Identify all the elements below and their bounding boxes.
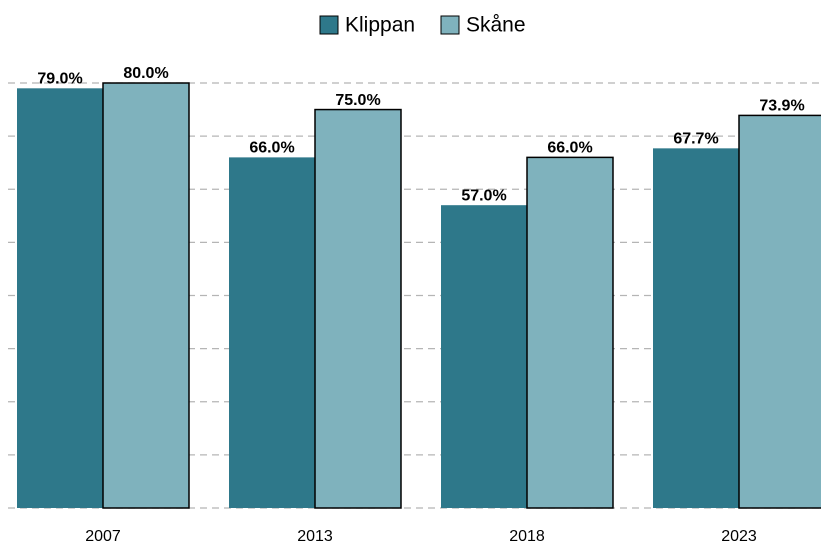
legend-swatch — [319, 15, 339, 35]
bar — [441, 205, 527, 508]
legend-label: Klippan — [345, 14, 415, 37]
bar — [653, 148, 739, 508]
value-label: 67.7% — [673, 131, 718, 148]
bar — [102, 82, 190, 509]
value-label: 75.0% — [335, 92, 380, 109]
bar — [738, 114, 821, 509]
x-tick-label: 2023 — [721, 528, 757, 544]
legend-label: Skåne — [466, 14, 526, 37]
legend-swatch — [440, 15, 460, 35]
value-label: 79.0% — [37, 71, 82, 88]
bar — [314, 108, 402, 509]
value-label: 57.0% — [461, 187, 506, 204]
value-label: 66.0% — [249, 140, 294, 157]
value-label: 66.0% — [547, 140, 592, 157]
x-tick-label: 2007 — [85, 528, 121, 544]
bar — [17, 88, 103, 508]
x-tick-label: 2013 — [297, 528, 333, 544]
value-label: 73.9% — [759, 98, 804, 115]
value-label: 80.0% — [123, 65, 168, 82]
bar — [229, 157, 315, 508]
bar — [526, 156, 614, 509]
x-tick-label: 2018 — [509, 528, 545, 544]
